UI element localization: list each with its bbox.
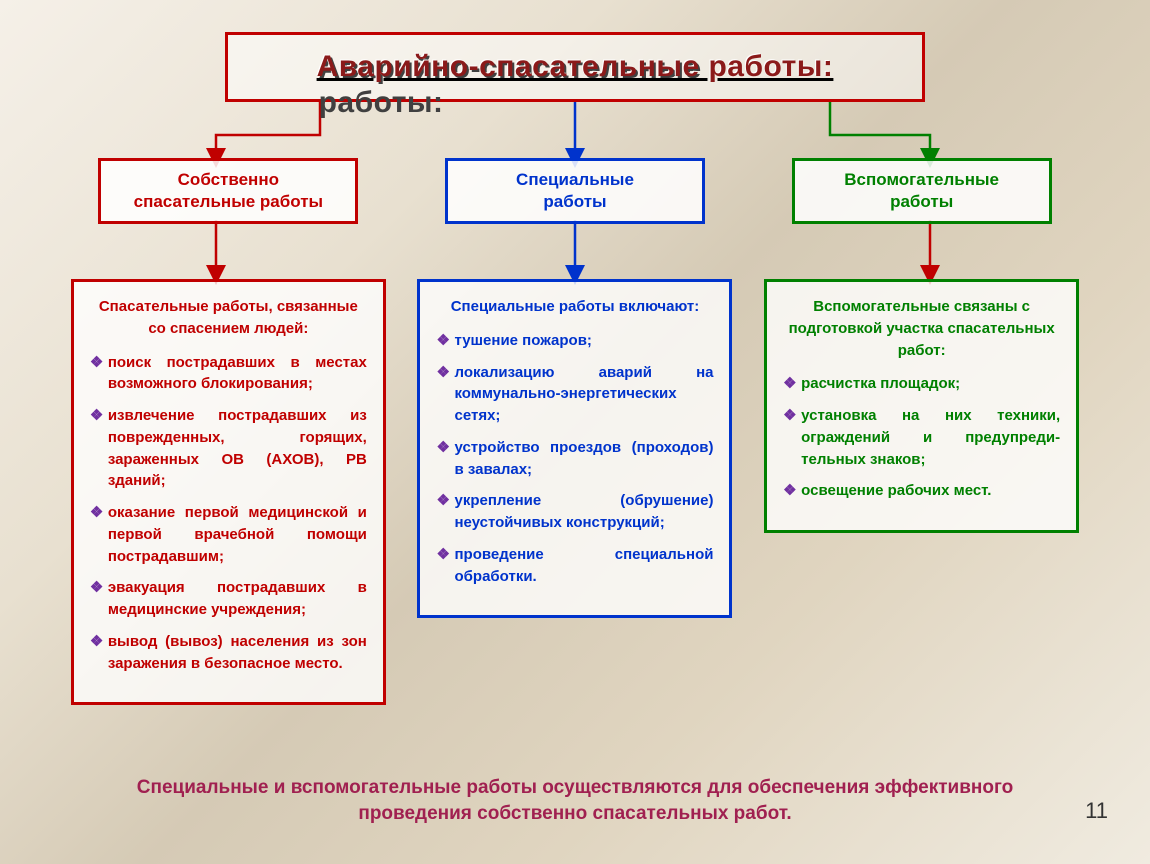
category-box-special: Специальныеработы bbox=[445, 158, 705, 224]
detail-item: укрепление (обрушение) неустойчивых конс… bbox=[436, 490, 713, 534]
detail-item: устройство проездов (проходов) в завалах… bbox=[436, 437, 713, 481]
detail-list: тушение пожаров; локализацию аварий на ко… bbox=[436, 330, 713, 588]
detail-box-special: Специальные работы включают: тушение пожа… bbox=[417, 279, 732, 618]
page-number: 11 bbox=[1085, 798, 1108, 824]
category-box-auxiliary: Вспомогательныеработы bbox=[792, 158, 1052, 224]
column-rescue: Собственноспасательные работы Спасательн… bbox=[71, 158, 386, 705]
column-special: Специальныеработы Специальные работы вкл… bbox=[417, 158, 732, 705]
detail-item: оказание первой медицинской и первой вра… bbox=[90, 502, 367, 567]
detail-item: вывод (вывоз) населения из зон заражения… bbox=[90, 631, 367, 675]
detail-item: локализацию аварий на коммунально-энерге… bbox=[436, 362, 713, 427]
detail-item: освещение рабочих мест. bbox=[783, 480, 1060, 502]
detail-item: тушение пожаров; bbox=[436, 330, 713, 352]
detail-list: расчистка площадок; установка на них техн… bbox=[783, 373, 1060, 502]
detail-item: извлечение пострадавших из поврежденных,… bbox=[90, 405, 367, 492]
detail-item: проведение специальной обработки. bbox=[436, 544, 713, 588]
column-auxiliary: Вспомогательныеработы Вспомогательные св… bbox=[764, 158, 1079, 705]
detail-item: расчистка площадок; bbox=[783, 373, 1060, 395]
detail-header: Специальные работы включают: bbox=[436, 296, 713, 318]
title-text: Аварийно-спасательные работы: Аварийно-с… bbox=[317, 50, 834, 84]
title-box: Аварийно-спасательные работы: Аварийно-с… bbox=[225, 32, 925, 102]
category-box-rescue: Собственноспасательные работы bbox=[98, 158, 358, 224]
detail-item: установка на них техники, ограждений и п… bbox=[783, 405, 1060, 470]
detail-box-rescue: Спасательные работы, связанные со спасен… bbox=[71, 279, 386, 705]
detail-header: Спасательные работы, связанные со спасен… bbox=[90, 296, 367, 340]
columns-container: Собственноспасательные работы Спасательн… bbox=[0, 158, 1150, 705]
footer-note: Специальные и вспомогательные работы осу… bbox=[0, 775, 1150, 828]
detail-list: поиск пострадавших в местах возможного б… bbox=[90, 352, 367, 675]
detail-box-auxiliary: Вспомогательные связаны с подготовкой уч… bbox=[764, 279, 1079, 533]
detail-item: эвакуация пострадавших в медицинские учр… bbox=[90, 577, 367, 621]
detail-item: поиск пострадавших в местах возможного б… bbox=[90, 352, 367, 396]
detail-header: Вспомогательные связаны с подготовкой уч… bbox=[783, 296, 1060, 361]
